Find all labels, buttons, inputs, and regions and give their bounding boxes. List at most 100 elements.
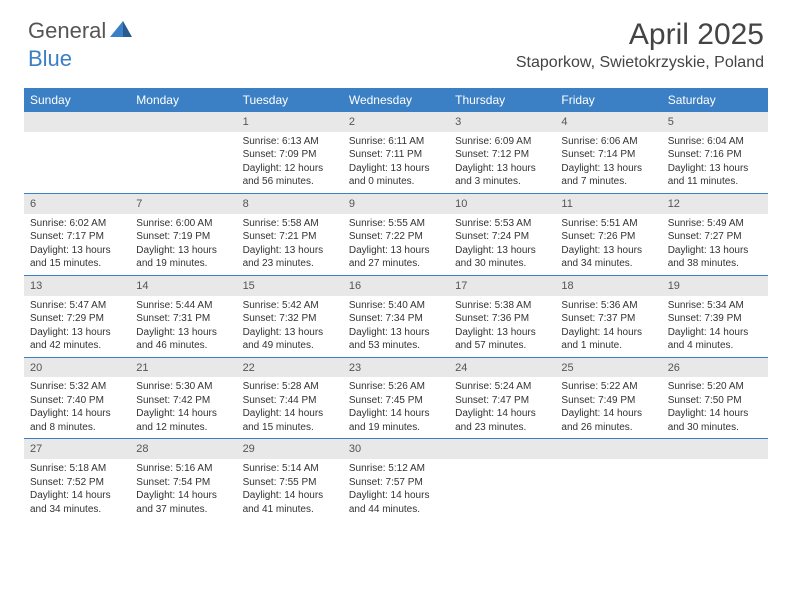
day-number: 8 bbox=[237, 194, 343, 214]
sunrise-text: Sunrise: 5:58 AM bbox=[243, 217, 337, 231]
sunrise-text: Sunrise: 5:20 AM bbox=[668, 380, 762, 394]
sunrise-text: Sunrise: 5:36 AM bbox=[561, 299, 655, 313]
daylight1-text: Daylight: 14 hours bbox=[455, 407, 549, 421]
daylight1-text: Daylight: 14 hours bbox=[668, 326, 762, 340]
calendar-day-header: Sunday Monday Tuesday Wednesday Thursday… bbox=[24, 88, 768, 112]
cell-body: Sunrise: 5:26 AMSunset: 7:45 PMDaylight:… bbox=[343, 377, 449, 438]
daylight1-text: Daylight: 14 hours bbox=[668, 407, 762, 421]
daylight2-text: and 56 minutes. bbox=[243, 175, 337, 189]
sunrise-text: Sunrise: 6:11 AM bbox=[349, 135, 443, 149]
sunset-text: Sunset: 7:47 PM bbox=[455, 394, 549, 408]
sunrise-text: Sunrise: 5:22 AM bbox=[561, 380, 655, 394]
calendar-cell: 20Sunrise: 5:32 AMSunset: 7:40 PMDayligh… bbox=[24, 358, 130, 439]
sunset-text: Sunset: 7:32 PM bbox=[243, 312, 337, 326]
sunrise-text: Sunrise: 5:16 AM bbox=[136, 462, 230, 476]
cell-body: Sunrise: 5:34 AMSunset: 7:39 PMDaylight:… bbox=[662, 296, 768, 357]
sunrise-text: Sunrise: 6:09 AM bbox=[455, 135, 549, 149]
day-number: 17 bbox=[449, 276, 555, 296]
daylight1-text: Daylight: 13 hours bbox=[30, 326, 124, 340]
daylight1-text: Daylight: 13 hours bbox=[668, 162, 762, 176]
sunrise-text: Sunrise: 6:04 AM bbox=[668, 135, 762, 149]
day-header-tue: Tuesday bbox=[237, 88, 343, 112]
calendar-cell: 14Sunrise: 5:44 AMSunset: 7:31 PMDayligh… bbox=[130, 276, 236, 357]
daylight1-text: Daylight: 13 hours bbox=[455, 162, 549, 176]
day-number: 30 bbox=[343, 439, 449, 459]
location: Staporkow, Swietokrzyskie, Poland bbox=[516, 54, 764, 72]
cell-body: Sunrise: 5:38 AMSunset: 7:36 PMDaylight:… bbox=[449, 296, 555, 357]
day-number: 11 bbox=[555, 194, 661, 214]
daylight1-text: Daylight: 13 hours bbox=[349, 244, 443, 258]
sunset-text: Sunset: 7:21 PM bbox=[243, 230, 337, 244]
daylight1-text: Daylight: 13 hours bbox=[243, 326, 337, 340]
calendar-week: 20Sunrise: 5:32 AMSunset: 7:40 PMDayligh… bbox=[24, 357, 768, 439]
daylight2-text: and 42 minutes. bbox=[30, 339, 124, 353]
cell-body: Sunrise: 5:40 AMSunset: 7:34 PMDaylight:… bbox=[343, 296, 449, 357]
daylight1-text: Daylight: 13 hours bbox=[243, 244, 337, 258]
daylight2-text: and 37 minutes. bbox=[136, 503, 230, 517]
cell-body: Sunrise: 6:02 AMSunset: 7:17 PMDaylight:… bbox=[24, 214, 130, 275]
day-number: 13 bbox=[24, 276, 130, 296]
daylight1-text: Daylight: 13 hours bbox=[349, 162, 443, 176]
day-number: 23 bbox=[343, 358, 449, 378]
day-number: 21 bbox=[130, 358, 236, 378]
daylight2-text: and 30 minutes. bbox=[455, 257, 549, 271]
calendar-cell: 2Sunrise: 6:11 AMSunset: 7:11 PMDaylight… bbox=[343, 112, 449, 193]
cell-body: Sunrise: 5:20 AMSunset: 7:50 PMDaylight:… bbox=[662, 377, 768, 438]
daylight2-text: and 4 minutes. bbox=[668, 339, 762, 353]
calendar-week: 1Sunrise: 6:13 AMSunset: 7:09 PMDaylight… bbox=[24, 112, 768, 193]
calendar-cell: 27Sunrise: 5:18 AMSunset: 7:52 PMDayligh… bbox=[24, 439, 130, 520]
sunrise-text: Sunrise: 5:51 AM bbox=[561, 217, 655, 231]
calendar: Sunday Monday Tuesday Wednesday Thursday… bbox=[24, 88, 768, 520]
calendar-cell: 26Sunrise: 5:20 AMSunset: 7:50 PMDayligh… bbox=[662, 358, 768, 439]
day-number bbox=[449, 439, 555, 459]
calendar-cell: 7Sunrise: 6:00 AMSunset: 7:19 PMDaylight… bbox=[130, 194, 236, 275]
day-number: 2 bbox=[343, 112, 449, 132]
day-number: 22 bbox=[237, 358, 343, 378]
cell-body: Sunrise: 5:28 AMSunset: 7:44 PMDaylight:… bbox=[237, 377, 343, 438]
calendar-cell: 29Sunrise: 5:14 AMSunset: 7:55 PMDayligh… bbox=[237, 439, 343, 520]
day-number: 5 bbox=[662, 112, 768, 132]
day-number: 24 bbox=[449, 358, 555, 378]
daylight2-text: and 15 minutes. bbox=[243, 421, 337, 435]
daylight2-text: and 3 minutes. bbox=[455, 175, 549, 189]
daylight2-text: and 23 minutes. bbox=[455, 421, 549, 435]
calendar-cell: 24 Sunrise: 5:24 AMSunset: 7:47 PMDayligh… bbox=[449, 358, 555, 439]
day-number: 3 bbox=[449, 112, 555, 132]
sunset-text: Sunset: 7:12 PM bbox=[455, 148, 549, 162]
sunset-text: Sunset: 7:55 PM bbox=[243, 476, 337, 490]
daylight2-text: and 19 minutes. bbox=[136, 257, 230, 271]
daylight2-text: and 53 minutes. bbox=[349, 339, 443, 353]
sunset-text: Sunset: 7:40 PM bbox=[30, 394, 124, 408]
sunset-text: Sunset: 7:39 PM bbox=[668, 312, 762, 326]
cell-body: Sunrise: 6:11 AMSunset: 7:11 PMDaylight:… bbox=[343, 132, 449, 193]
calendar-week: 13Sunrise: 5:47 AMSunset: 7:29 PMDayligh… bbox=[24, 275, 768, 357]
sunrise-text: Sunrise: 5:49 AM bbox=[668, 217, 762, 231]
day-number: 29 bbox=[237, 439, 343, 459]
weeks-container: 1Sunrise: 6:13 AMSunset: 7:09 PMDaylight… bbox=[24, 112, 768, 520]
cell-body: Sunrise: 5:16 AMSunset: 7:54 PMDaylight:… bbox=[130, 459, 236, 520]
sunset-text: Sunset: 7:52 PM bbox=[30, 476, 124, 490]
day-number: 16 bbox=[343, 276, 449, 296]
calendar-cell: 21Sunrise: 5:30 AMSunset: 7:42 PMDayligh… bbox=[130, 358, 236, 439]
sunrise-text: Sunrise: 5:24 AM bbox=[455, 380, 549, 394]
daylight2-text: and 34 minutes. bbox=[30, 503, 124, 517]
cell-body: Sunrise: 5:32 AMSunset: 7:40 PMDaylight:… bbox=[24, 377, 130, 438]
sunrise-text: Sunrise: 5:18 AM bbox=[30, 462, 124, 476]
calendar-cell: 6Sunrise: 6:02 AMSunset: 7:17 PMDaylight… bbox=[24, 194, 130, 275]
sunset-text: Sunset: 7:16 PM bbox=[668, 148, 762, 162]
day-number: 6 bbox=[24, 194, 130, 214]
calendar-cell: 5 Sunrise: 6:04 AMSunset: 7:16 PMDaylight… bbox=[662, 112, 768, 193]
daylight2-text: and 27 minutes. bbox=[349, 257, 443, 271]
cell-body: Sunrise: 6:13 AMSunset: 7:09 PMDaylight:… bbox=[237, 132, 343, 193]
sunset-text: Sunset: 7:50 PM bbox=[668, 394, 762, 408]
sunrise-text: Sunrise: 5:55 AM bbox=[349, 217, 443, 231]
cell-body: Sunrise: 6:00 AMSunset: 7:19 PMDaylight:… bbox=[130, 214, 236, 275]
day-number: 28 bbox=[130, 439, 236, 459]
daylight1-text: Daylight: 13 hours bbox=[561, 244, 655, 258]
sunrise-text: Sunrise: 5:32 AM bbox=[30, 380, 124, 394]
day-number bbox=[555, 439, 661, 459]
daylight1-text: Daylight: 14 hours bbox=[243, 407, 337, 421]
sunrise-text: Sunrise: 5:40 AM bbox=[349, 299, 443, 313]
sunset-text: Sunset: 7:22 PM bbox=[349, 230, 443, 244]
daylight1-text: Daylight: 14 hours bbox=[136, 407, 230, 421]
